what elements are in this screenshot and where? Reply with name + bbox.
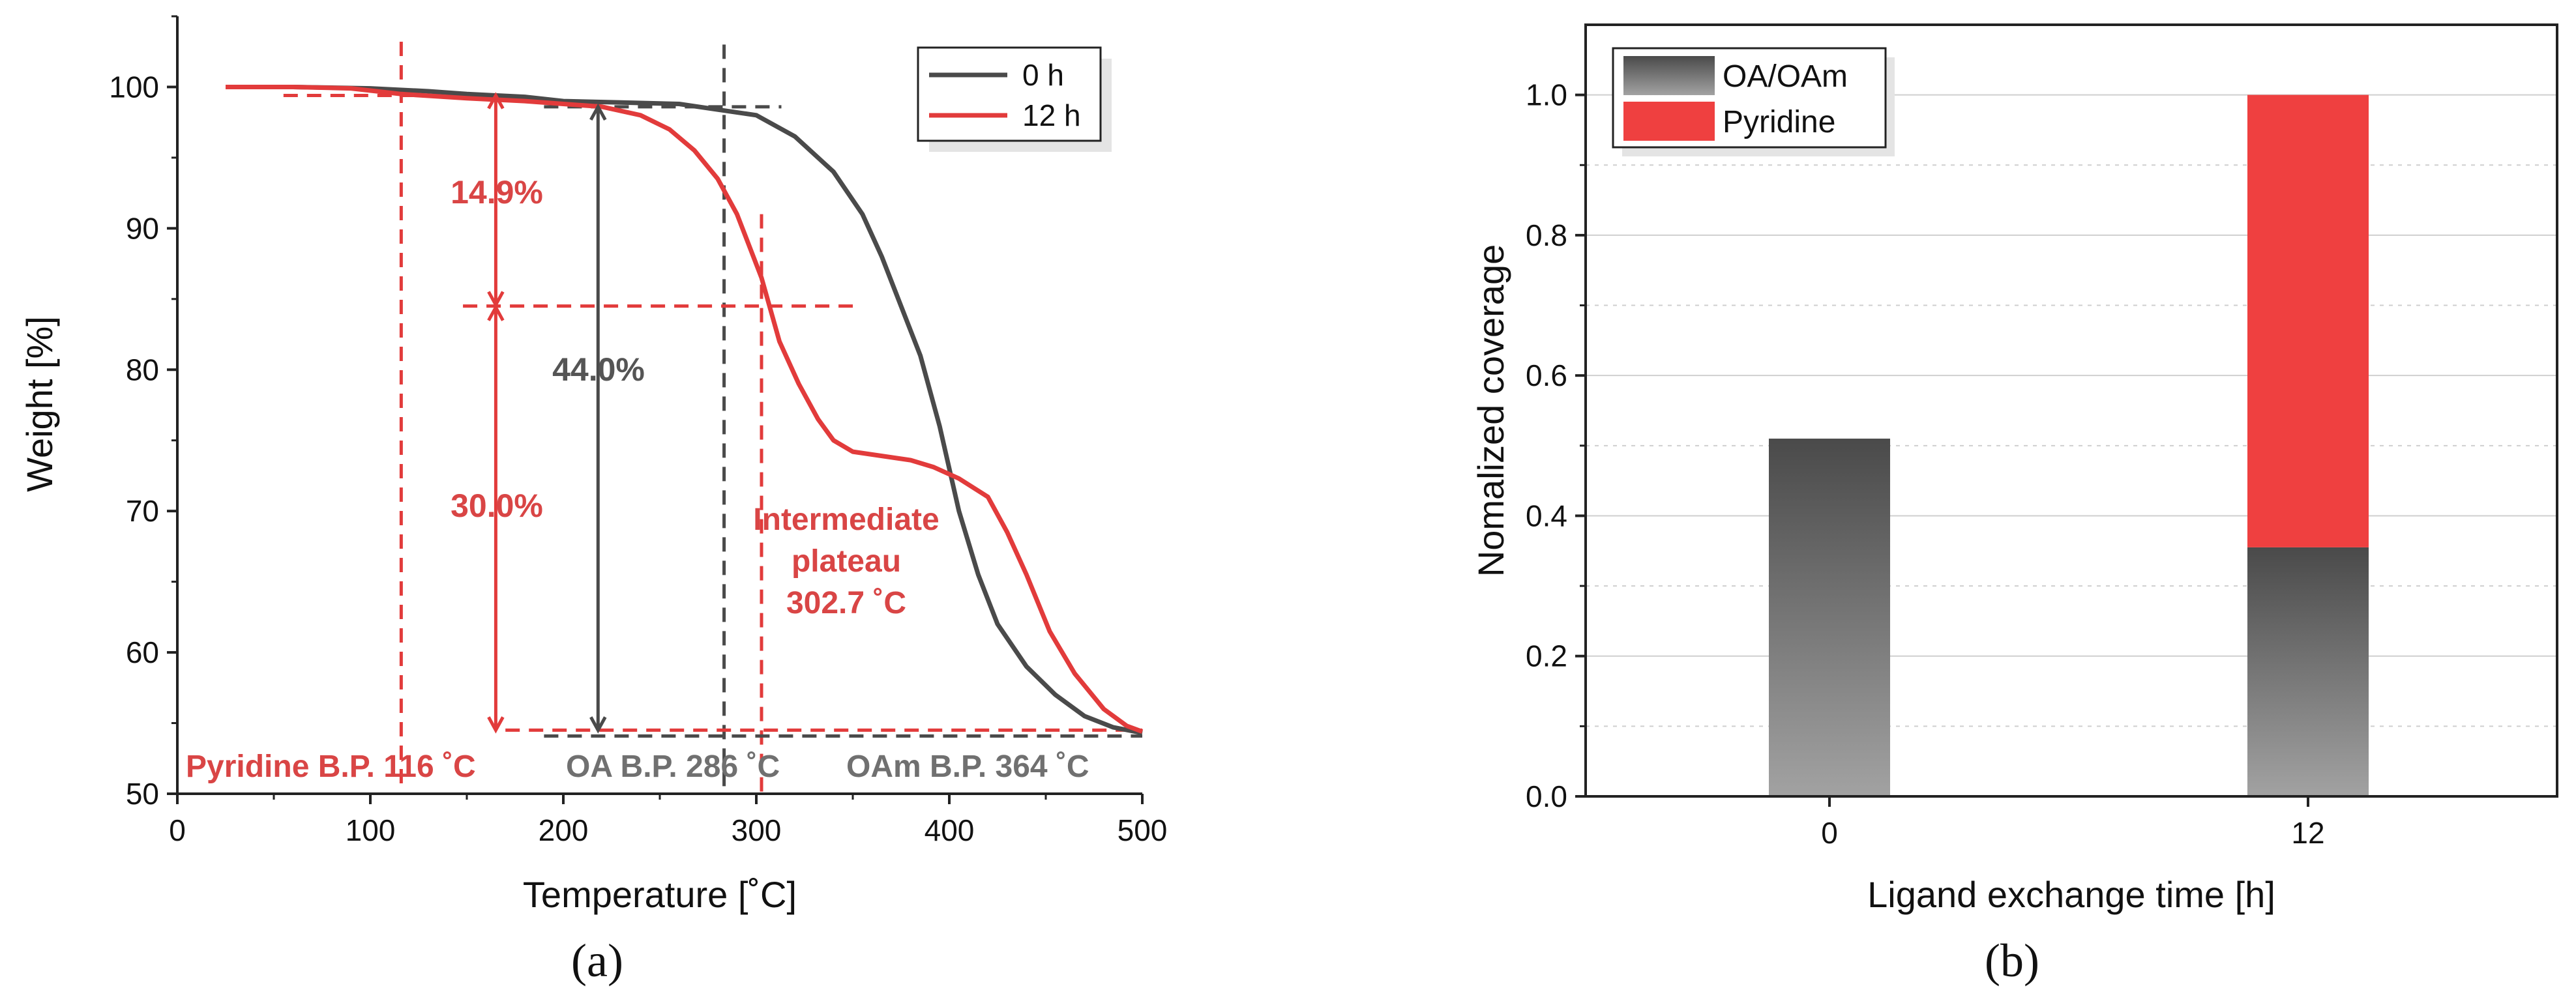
panel-a-legend: 0 h 12 h <box>917 46 1112 152</box>
panel-b-y-axis-label: Nomalized coverage <box>1470 244 1511 577</box>
red-arrow-head-top <box>487 92 505 109</box>
panel-a-chart: 0 100 200 300 400 500 50 60 70 80 90 100 0 h 12 h 1… <box>19 15 1168 987</box>
gray-arrow-head-bottom <box>589 716 607 734</box>
y-tick-label: 0.4 <box>1526 499 1567 532</box>
annotation-oa-bp: OA B.P. 286 ˚C <box>566 749 780 784</box>
annotation-44-0-percent: 44.0% <box>552 351 645 388</box>
panel-a-arrows <box>487 92 607 734</box>
panel-a-caption: (a) <box>571 935 623 987</box>
annotation-30-0-percent: 30.0% <box>451 487 543 524</box>
y-tick-label: 0.6 <box>1526 358 1567 392</box>
panel-b-caption: (b) <box>1985 935 2039 987</box>
y-tick-label: 0.8 <box>1526 218 1567 252</box>
panel-b-plot-frame <box>1584 23 2558 798</box>
panel-a-x-axis-label: Temperature [˚C] <box>523 874 797 915</box>
annotation-plateau-line-1: Intermediate <box>753 502 939 537</box>
legend-label-0h: 0 h <box>1022 58 1064 92</box>
panel-b-chart: 0.0 0.2 0.4 0.6 0.8 1.0 0 12 OA/OAm Pyridine Li… <box>1470 23 2558 987</box>
legend-label-oa-oam: OA/OAm <box>1723 59 1848 94</box>
annotation-14-9-percent: 14.9% <box>451 174 543 210</box>
panel-a-series <box>226 85 1144 736</box>
y-tick-label: 0.0 <box>1526 779 1567 813</box>
y-tick-label: 50 <box>126 777 159 811</box>
panel-b-legend: OA/OAm Pyridine <box>1612 47 1895 156</box>
legend-swatch-oa-oam <box>1623 56 1715 95</box>
y-tick-label: 60 <box>126 635 159 669</box>
panel-b-x-axis-label: Ligand exchange time [h] <box>1867 874 2275 915</box>
bar-oa-oam-0h <box>1769 439 1890 796</box>
annotation-plateau-line-3: 302.7 ˚C <box>786 586 906 620</box>
x-tick-label: 0 <box>1821 816 1838 850</box>
y-tick-label: 90 <box>126 211 159 245</box>
y-tick-label: 80 <box>126 353 159 386</box>
x-tick-label: 400 <box>925 813 975 847</box>
panel-b-gridlines <box>1586 94 2557 727</box>
x-tick-label: 500 <box>1118 813 1168 847</box>
y-tick-label: 100 <box>109 70 159 104</box>
legend-swatch-pyridine <box>1623 102 1715 141</box>
panel-b-bars <box>1769 94 2369 796</box>
annotation-plateau-line-2: plateau <box>792 544 901 579</box>
panel-b-axes: 0.0 0.2 0.4 0.6 0.8 1.0 0 12 <box>1526 23 2558 850</box>
x-tick-label: 200 <box>539 813 589 847</box>
x-tick-label: 12 <box>2291 816 2324 850</box>
y-tick-label: 0.2 <box>1526 639 1567 673</box>
series-line-0h <box>226 85 1143 736</box>
x-tick-label: 100 <box>346 813 396 847</box>
red-arrow-head-mid-down <box>487 304 505 321</box>
legend-label-12h: 12 h <box>1022 98 1081 132</box>
series-line-12h <box>226 85 1144 734</box>
bar-oa-oam-12h <box>2247 547 2369 796</box>
panel-a-y-axis-label: Weight [%] <box>19 316 60 492</box>
annotation-oam-bp: OAm B.P. 364 ˚C <box>846 749 1089 784</box>
annotation-pyridine-bp: Pyridine B.P. 116 ˚C <box>186 749 476 784</box>
legend-label-pyridine: Pyridine <box>1723 105 1835 139</box>
y-tick-label: 70 <box>126 494 159 528</box>
red-arrow-head-bottom <box>487 716 505 734</box>
x-tick-label: 300 <box>732 813 782 847</box>
x-tick-label: 0 <box>169 813 186 847</box>
y-tick-label: 1.0 <box>1526 78 1567 112</box>
bar-pyridine-12h <box>2247 94 2369 547</box>
panel-a-axes: 0 100 200 300 400 500 50 60 70 80 90 100 <box>109 15 1168 847</box>
panel-a-reference-lines <box>283 42 1142 794</box>
gray-arrow-head-top <box>589 103 607 121</box>
